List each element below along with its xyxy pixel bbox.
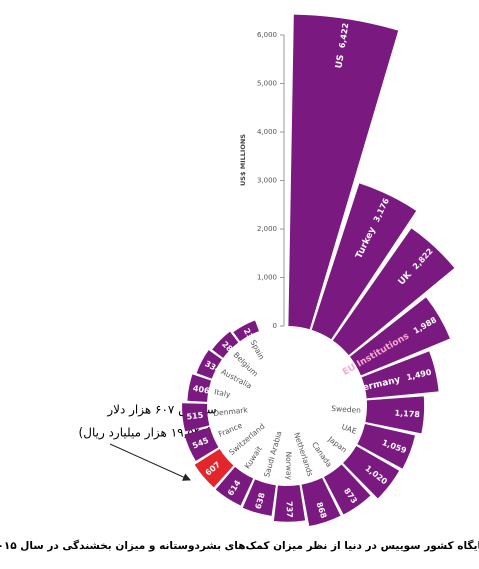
value-label: 638 <box>254 491 267 510</box>
bar <box>323 464 371 515</box>
y-tick-label: 0 <box>273 322 277 330</box>
value-label: 1,178 <box>394 409 420 420</box>
bar <box>311 183 417 340</box>
value-label: 6,422 <box>338 22 351 48</box>
bar <box>212 331 239 358</box>
bar <box>182 403 210 432</box>
bar <box>273 485 306 522</box>
category-label: Kuwait <box>243 444 264 470</box>
category-label: Norway <box>284 451 294 480</box>
y-tick-label: 4,000 <box>257 128 277 136</box>
category-label: France <box>217 421 244 439</box>
category-label: Denmark <box>213 405 249 418</box>
bar <box>196 350 222 379</box>
arrow <box>109 443 191 481</box>
y-tick-label: 2,000 <box>257 225 277 233</box>
bar <box>332 228 455 356</box>
bar <box>361 351 439 399</box>
category-label: US <box>335 54 347 69</box>
bar <box>187 374 212 402</box>
annotation: (۱۹,۵۴۸ هزار میلیارد ریال) <box>79 426 212 441</box>
value-label: 737 <box>285 501 294 518</box>
y-tick-label: 1,000 <box>257 274 277 282</box>
bar <box>288 14 399 330</box>
bar <box>194 448 234 488</box>
y-tick-label: 3,000 <box>257 177 277 185</box>
bar <box>233 320 259 342</box>
bar <box>184 427 219 461</box>
bar <box>343 446 400 499</box>
bar <box>350 297 450 376</box>
category-label: Saudi Arabia <box>262 430 284 478</box>
value-label: 406 <box>192 384 211 396</box>
bar <box>242 479 276 516</box>
value-label: 515 <box>186 411 204 422</box>
axis-label: US$ MILLIONS <box>239 134 247 186</box>
category-label: Sweden <box>331 404 361 415</box>
category-label: Italy <box>214 387 232 399</box>
category-label: Netherlands <box>292 431 315 477</box>
bar <box>215 466 254 506</box>
caption: جایگاه کشور سوییس در دنیا از نظر میزان ک… <box>0 539 479 552</box>
category-label: Spain <box>248 338 266 361</box>
category-label: UAE <box>340 422 358 436</box>
y-tick-label: 6,000 <box>257 31 277 39</box>
bar <box>357 423 415 469</box>
category-label: Japan <box>326 434 349 455</box>
bar <box>365 396 425 434</box>
y-tick-label: 5,000 <box>257 80 277 88</box>
bar <box>301 477 341 527</box>
